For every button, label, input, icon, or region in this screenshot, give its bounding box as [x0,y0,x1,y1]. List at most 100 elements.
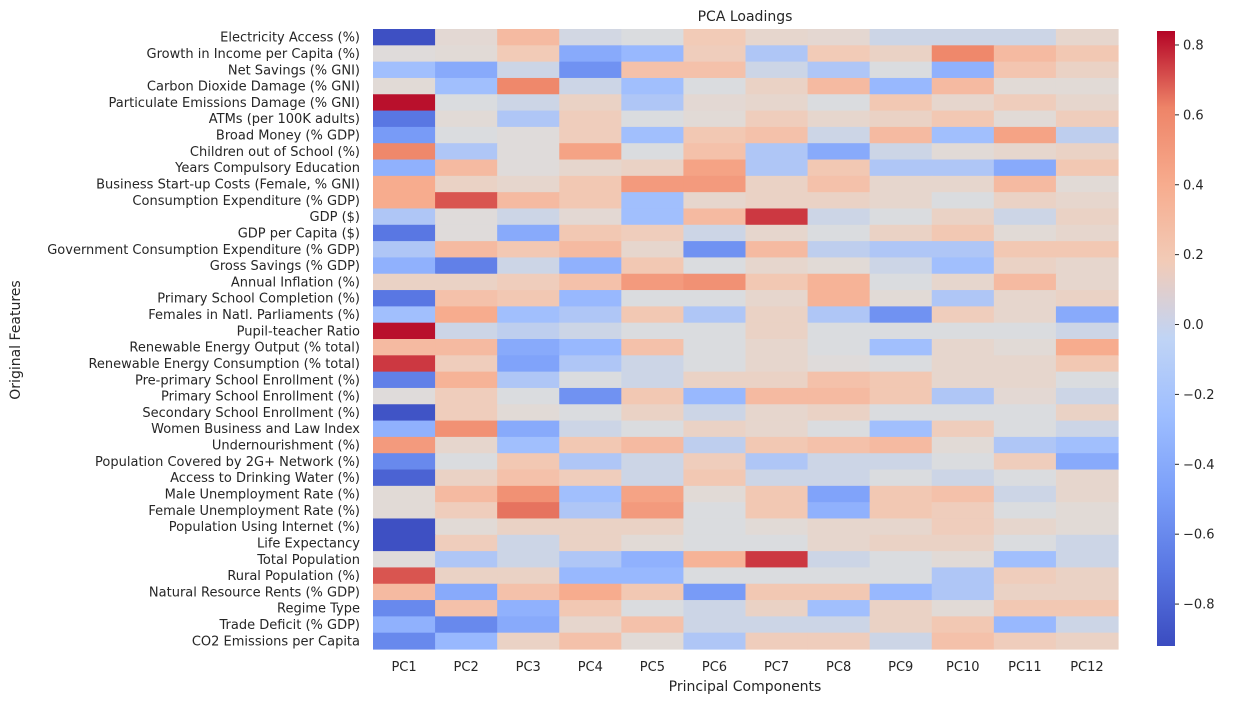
heatmap-cell [1055,175,1119,193]
heatmap-cell [807,355,871,373]
heatmap-cells [373,29,1119,650]
heatmap-cell [373,567,436,585]
heatmap-cell [621,436,685,454]
x-tick-label: PC4 [578,660,603,675]
heatmap-cell [559,77,622,95]
heatmap-cell [869,192,933,210]
y-tick-label: Broad Money (% GDP) [216,129,360,144]
heatmap-cell [745,551,809,569]
heatmap-cell [559,339,622,356]
heatmap-cell [497,387,560,405]
heatmap-cell [435,273,498,291]
heatmap-cell [373,77,436,95]
heatmap-cell [807,632,871,650]
heatmap-cell [435,175,498,193]
colorbar-tick-label: −0.2 [1183,388,1215,403]
heatmap-cell [559,567,622,585]
heatmap-cell [745,436,809,454]
y-tick-label: Annual Inflation (%) [231,275,360,290]
heatmap-cell [745,94,809,112]
heatmap-cell [373,469,436,487]
y-tick-label: Children out of School (%) [190,145,360,160]
heatmap-cell [807,404,871,422]
heatmap-cell [869,453,933,471]
heatmap-cell [373,534,436,552]
heatmap-cell [683,306,747,324]
heatmap-cell [993,420,1057,438]
heatmap-cell [621,469,685,487]
heatmap-cell [683,632,747,650]
heatmap-cell [993,29,1057,46]
heatmap-cell [435,355,498,373]
x-tick-label: PC6 [702,660,727,675]
heatmap-cell [993,583,1057,601]
heatmap-cell [497,339,560,356]
heatmap-cell [807,94,871,112]
heatmap-cell [1055,241,1119,259]
heatmap-cell [621,518,685,536]
heatmap-cell [1055,453,1119,471]
heatmap-cell [807,45,871,63]
heatmap-cell [559,502,622,520]
heatmap-cell [435,94,498,112]
colorbar-tick-label: −0.4 [1183,458,1215,473]
heatmap-cell [497,192,560,210]
heatmap-cell [435,436,498,454]
y-tick-label: Secondary School Enrollment (%) [142,406,360,421]
heatmap-cell [993,404,1057,422]
y-tick-label: Pre-primary School Enrollment (%) [135,373,360,388]
heatmap-cell [373,192,436,210]
heatmap-cell [621,29,685,46]
heatmap-cell [807,273,871,291]
y-tick-label: Regime Type [277,602,360,617]
heatmap-cell [993,339,1057,356]
heatmap-cell [993,126,1057,144]
heatmap-cell [373,159,436,177]
heatmap-cell [559,371,622,389]
x-axis-label: Principal Components [669,679,822,695]
heatmap-cell [807,143,871,161]
heatmap-cell [807,616,871,634]
y-tick-label: Women Business and Law Index [151,422,360,437]
heatmap-cell [807,241,871,259]
y-tick-label: Population Using Internet (%) [169,520,360,535]
heatmap-cell [621,273,685,291]
heatmap-cell [993,469,1057,487]
heatmap-cell [621,567,685,585]
y-tick-label: Population Covered by 2G+ Network (%) [95,455,360,470]
heatmap-cell [993,436,1057,454]
heatmap-cell [993,94,1057,112]
heatmap-cell [683,339,747,356]
heatmap-cell [807,551,871,569]
heatmap-cell [559,175,622,193]
heatmap-cell [559,126,622,144]
heatmap-cell [497,241,560,259]
heatmap-cell [621,159,685,177]
heatmap-cell [993,306,1057,324]
heatmap-cell [435,518,498,536]
heatmap-cell [559,241,622,259]
y-tick-label: ATMs (per 100K adults) [209,112,360,127]
heatmap-cell [683,551,747,569]
heatmap-cell [869,534,933,552]
heatmap-cell [807,257,871,275]
heatmap-cell [931,600,995,617]
heatmap-cell [683,241,747,259]
heatmap-cell [621,387,685,405]
heatmap-cell [683,371,747,389]
heatmap-cell [745,502,809,520]
heatmap-cell [683,583,747,601]
heatmap-cell [497,306,560,324]
heatmap-cell [683,322,747,340]
heatmap-cell [745,420,809,438]
y-tick-label: Primary School Completion (%) [157,292,360,307]
heatmap-cell [931,502,995,520]
y-tick-label: Government Consumption Expenditure (% GD… [47,243,360,258]
heatmap-cell [869,355,933,373]
heatmap-cell [1055,94,1119,112]
heatmap-cell [621,77,685,95]
y-tick-label: Pupil-teacher Ratio [237,324,360,339]
heatmap-cell [745,257,809,275]
heatmap-cell [621,371,685,389]
heatmap-cell [435,224,498,242]
